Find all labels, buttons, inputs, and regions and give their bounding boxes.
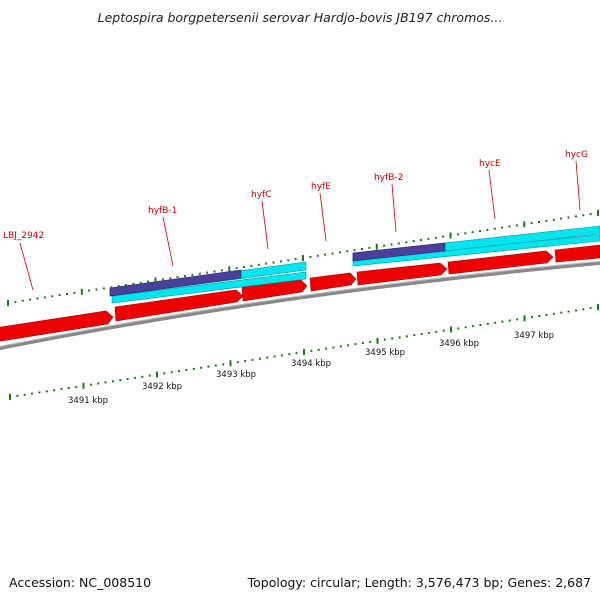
gene-label-hyfb-2[interactable]: hyfB-2 xyxy=(374,173,403,183)
cds-arrow[interactable] xyxy=(0,310,114,342)
map-title: Leptospira borgpetersenii serovar Hardjo… xyxy=(97,10,503,25)
cds-arrow[interactable] xyxy=(554,244,600,263)
gene-label-hyfc[interactable]: hyfC xyxy=(251,190,271,200)
label-leader xyxy=(19,242,34,291)
chromosome-backbone xyxy=(0,260,600,351)
accession-text: Accession: NC_008510 xyxy=(9,575,152,590)
label-leader xyxy=(162,216,174,267)
gene-label-hyce[interactable]: hycE xyxy=(479,159,501,169)
gene-label-hyfb-1[interactable]: hyfB-1 xyxy=(148,206,177,216)
feature-block[interactable] xyxy=(111,271,307,304)
scale-label: 3496 kbp xyxy=(439,339,479,349)
feature-track xyxy=(109,225,600,304)
scale-label: 3494 kbp xyxy=(291,359,331,369)
cds-arrow[interactable] xyxy=(447,250,554,275)
gene-label-hycg[interactable]: hycG xyxy=(565,150,588,160)
chromosome-backbone-highlight xyxy=(0,260,600,348)
cds-arrow[interactable] xyxy=(356,262,448,286)
label-leader xyxy=(391,183,397,233)
label-leader xyxy=(319,192,327,242)
scale-label: 3497 kbp xyxy=(514,331,554,341)
lower-tick-ruler xyxy=(9,304,599,400)
label-leader xyxy=(575,160,581,211)
genome-summary-text: Topology: circular; Length: 3,576,473 bp… xyxy=(247,575,591,590)
label-leader xyxy=(261,200,269,250)
gene-labels: LBJ_2942 hyfB-1 hyfC hyfE hyfB-2 hycE hy… xyxy=(3,150,588,291)
cds-arrow[interactable] xyxy=(309,272,357,292)
cds-arrow[interactable] xyxy=(241,279,308,302)
scale-label: 3492 kbp xyxy=(142,382,182,392)
cds-arrow[interactable] xyxy=(114,289,244,322)
scale-labels: 3491 kbp 3492 kbp 3493 kbp 3494 kbp 3495… xyxy=(68,331,554,406)
cds-track xyxy=(0,244,600,342)
gene-label-hyfe[interactable]: hyfE xyxy=(311,182,331,192)
feature-block-highlight[interactable] xyxy=(352,242,446,262)
feature-block-highlight[interactable] xyxy=(109,269,242,297)
gene-label-lbj-2942[interactable]: LBJ_2942 xyxy=(3,231,44,241)
upper-tick-ruler xyxy=(7,210,599,306)
scale-label: 3491 kbp xyxy=(68,396,108,406)
scale-label: 3495 kbp xyxy=(365,348,405,358)
label-leader xyxy=(488,169,496,220)
scale-label: 3493 kbp xyxy=(216,370,256,380)
